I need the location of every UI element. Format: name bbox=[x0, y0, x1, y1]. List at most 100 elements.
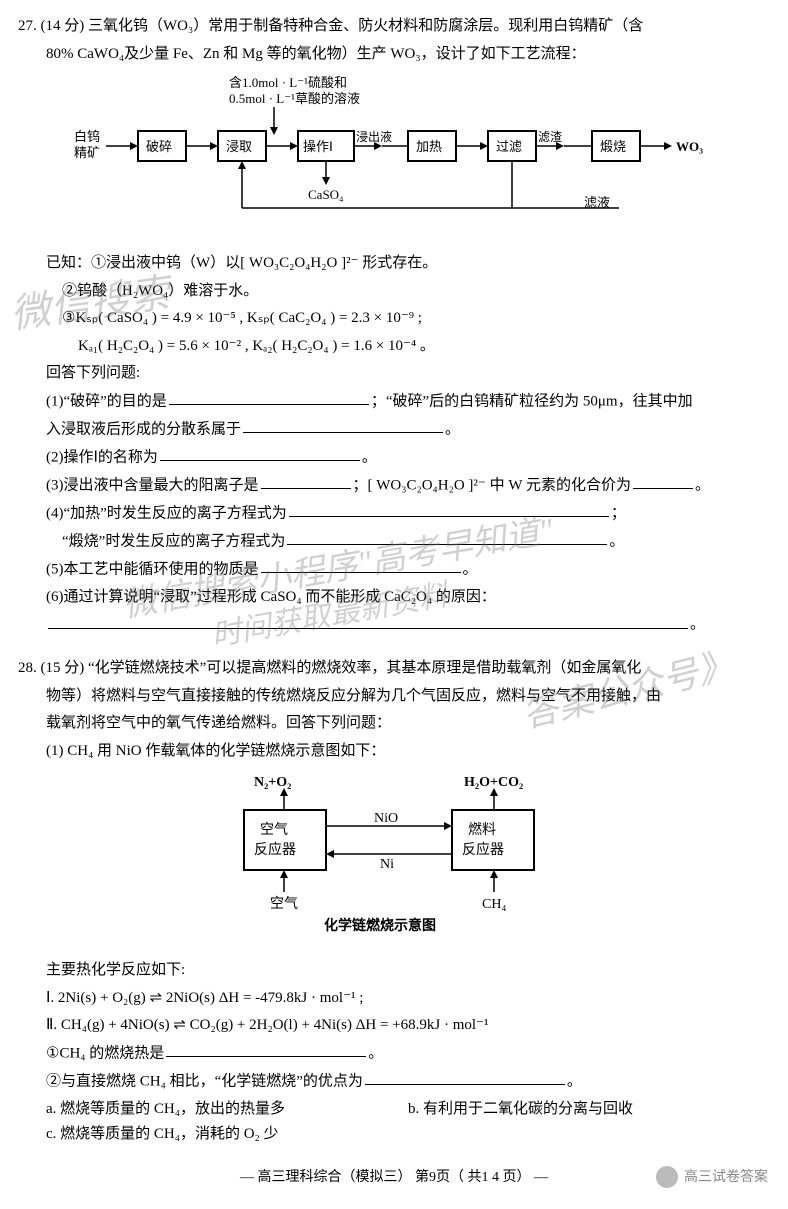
q27-p6-blank: 。 bbox=[18, 612, 770, 638]
q27-known-block: 已知：①浸出液中钨（W）以[ WO₃C₂O₄H₂O ]²⁻ 形式存在。 bbox=[18, 251, 770, 277]
flow-node-2: 浸取 bbox=[226, 139, 252, 154]
q28-sub2a: ②与直接燃烧 CH₄ 相比，“化学链燃烧”的优点为 bbox=[46, 1073, 363, 1089]
q27-p3: (3)浸出液中含量最大的阳离子是 ；[ WO₃C₂O₄H₂O ]²⁻ 中 W 元素… bbox=[18, 473, 770, 499]
q27-p4a: (4)“加热”时发生反应的离子方程式为 bbox=[46, 505, 287, 521]
q28-opt-b: b. 有利用于二氧化碳的分离与回收 bbox=[408, 1097, 770, 1123]
q27-p1c: 入浸取液后形成的分散系属于 bbox=[46, 421, 241, 437]
blank bbox=[289, 501, 609, 518]
q28-opt-a: a. 燃烧等质量的 CH₄，放出的热量多 bbox=[46, 1097, 408, 1123]
flow-below-0: CaSO₄ bbox=[308, 187, 344, 202]
f2-right-bot: CH₄ bbox=[482, 897, 506, 912]
blank bbox=[243, 417, 443, 434]
q27-intro2: 80% CaWO₄及少量 Fe、Zn 和 Mg 等的氧化物）生产 WO₃，设计了… bbox=[18, 42, 770, 68]
q27-p2: (2)操作Ⅰ的名称为 。 bbox=[18, 445, 770, 471]
q28-therm-head: 主要热化学反应如下: bbox=[18, 958, 770, 984]
q27-known3: ③Kₛₚ( CaSO₄ ) = 4.9 × 10⁻⁵ , Kₛₚ( CaC₂O₄… bbox=[18, 306, 770, 332]
q28-sub2: ②与直接燃烧 CH₄ 相比，“化学链燃烧”的优点为 。 bbox=[18, 1069, 770, 1095]
f2-left-box2: 反应器 bbox=[254, 841, 296, 858]
q27-p1a: (1)“破碎”的目的是 bbox=[46, 393, 167, 409]
f2-top-arrow: NiO bbox=[374, 811, 398, 826]
q28-flowchart: N₂+O₂ H₂O+CO₂ 空气 反应器 燃料 反应器 NiO Ni 空气 CH… bbox=[18, 770, 770, 950]
flow-label-jcy: 浸出液 bbox=[356, 129, 392, 144]
q27-p1b: ；“破碎”后的白钨精矿粒径约为 50μm，往其中加 bbox=[371, 393, 693, 409]
f2-left-box1: 空气 bbox=[260, 822, 288, 838]
blank bbox=[633, 473, 693, 490]
blank bbox=[160, 445, 360, 462]
q27-p5b: 。 bbox=[463, 561, 478, 577]
flow-node-0b: 精矿 bbox=[74, 145, 100, 160]
blank bbox=[48, 612, 688, 629]
flow-node-1: 破碎 bbox=[146, 139, 172, 154]
f2-right-top: H₂O+CO₂ bbox=[464, 775, 523, 790]
blank bbox=[166, 1041, 366, 1058]
q27-p5: (5)本工艺中能循环使用的物质是 。 bbox=[18, 557, 770, 583]
flow-node-6: 过滤 bbox=[496, 139, 522, 154]
q28-sub1a: ①CH₄ 的燃烧热是 bbox=[46, 1045, 164, 1061]
question-28: 28. (15 分) “化学链燃烧技术”可以提高燃料的燃烧效率，其基本原理是借助… bbox=[18, 656, 770, 1148]
q27-line1: 27. (14 分) 三氧化钨（WO₃）常用于制备特种合金、防火材料和防腐涂层。… bbox=[18, 14, 770, 40]
q27-known4: Kₐ₁( H₂C₂O₄ ) = 5.6 × 10⁻² , Kₐ₂( H₂C₂O₄… bbox=[18, 334, 770, 360]
blank bbox=[365, 1069, 565, 1086]
logo-text: 高三试卷答案 bbox=[684, 1166, 768, 1190]
q27-p4c: “煅烧”时发生反应的离子方程式为 bbox=[62, 533, 285, 549]
q27-ans-head: 回答下列问题: bbox=[18, 361, 770, 387]
q27-intro1: 三氧化钨（WO₃）常用于制备特种合金、防火材料和防腐涂层。现利用白钨精矿（含 bbox=[88, 18, 643, 34]
q27-p4b: ； bbox=[611, 505, 626, 521]
blank bbox=[287, 529, 607, 546]
q27-known1: ①浸出液中钨（W）以[ WO₃C₂O₄H₂O ]²⁻ 形式存在。 bbox=[91, 255, 437, 271]
f2-left-bot: 空气 bbox=[270, 896, 298, 912]
q27-points: (14 分) bbox=[41, 18, 85, 34]
q27-known2: ②钨酸（H₂WO₄）难溶于水。 bbox=[18, 279, 770, 305]
q27-p1-line1: (1)“破碎”的目的是 ；“破碎”后的白钨精矿粒径约为 50μm，往其中加 bbox=[18, 389, 770, 415]
q27-p2b: 。 bbox=[362, 449, 377, 465]
flow-node-5: 加热 bbox=[416, 139, 442, 154]
q28-line1: 28. (15 分) “化学链燃烧技术”可以提高燃料的燃烧效率，其基本原理是借助… bbox=[18, 656, 770, 682]
flow-node-0a: 白钨 bbox=[74, 129, 100, 144]
logo-icon bbox=[656, 1166, 678, 1188]
blank bbox=[261, 557, 461, 574]
q27-p1d: 。 bbox=[445, 421, 460, 437]
q28-sub1: ①CH₄ 的燃烧热是 。 bbox=[18, 1041, 770, 1067]
q27-p1-line2: 入浸取液后形成的分散系属于 。 bbox=[18, 417, 770, 443]
brand-logo: 高三试卷答案 bbox=[656, 1166, 768, 1190]
f2-caption: 化学链燃烧示意图 bbox=[324, 917, 436, 934]
f2-right-box1: 燃料 bbox=[468, 821, 496, 838]
q28-sub1b: 。 bbox=[368, 1045, 383, 1061]
q27-p6b: 。 bbox=[690, 617, 705, 633]
q27-number: 27. bbox=[18, 18, 37, 34]
flow-node-3: 操作Ⅰ bbox=[303, 139, 333, 154]
flow-label-lz: 滤渣 bbox=[538, 130, 562, 144]
flow-node-8: 煅烧 bbox=[600, 139, 626, 154]
blank bbox=[169, 389, 369, 406]
q27-p6a: (6)通过计算说明“浸取”过程形成 CaSO₄ 而不能形成 CaC₂O₄ 的原因… bbox=[46, 589, 496, 605]
flow-top1: 含1.0mol · L⁻¹硫酸和 bbox=[229, 75, 347, 90]
q27-flowchart: 含1.0mol · L⁻¹硫酸和 0.5mol · L⁻¹草酸的溶液 白钨 精矿… bbox=[18, 73, 770, 243]
f2-left-top: N₂+O₂ bbox=[254, 775, 291, 790]
q28-number: 28. bbox=[18, 660, 37, 676]
q27-p6: (6)通过计算说明“浸取”过程形成 CaSO₄ 而不能形成 CaC₂O₄ 的原因… bbox=[18, 585, 770, 611]
q27-p2a: (2)操作Ⅰ的名称为 bbox=[46, 449, 158, 465]
q28-eqI: Ⅰ. 2Ni(s) + O₂(g) ⇌ 2NiO(s) ΔH = -479.8k… bbox=[18, 986, 770, 1012]
blank bbox=[261, 473, 351, 490]
q28-intro3: 载氧剂将空气中的氧气传递给燃料。回答下列问题： bbox=[18, 711, 770, 737]
question-27: 27. (14 分) 三氧化钨（WO₃）常用于制备特种合金、防火材料和防腐涂层。… bbox=[18, 14, 770, 638]
q28-intro2: 物等）将燃料与空气直接接触的传统燃烧反应分解为几个气固反应，燃料与空气不用接触，… bbox=[18, 684, 770, 710]
q27-known-head: 已知： bbox=[46, 255, 91, 271]
q27-p3a: (3)浸出液中含量最大的阳离子是 bbox=[46, 477, 259, 493]
q28-opt-c: c. 燃烧等质量的 CH₄，消耗的 O₂ 少 bbox=[46, 1122, 408, 1148]
q28-intro1: “化学链燃烧技术”可以提高燃料的燃烧效率，其基本原理是借助载氧剂（如金属氧化 bbox=[88, 660, 641, 676]
q27-p4-line2: “煅烧”时发生反应的离子方程式为 。 bbox=[18, 529, 770, 555]
f2-right-box2: 反应器 bbox=[462, 841, 504, 858]
q28-options: a. 燃烧等质量的 CH₄，放出的热量多 b. 有利用于二氧化碳的分离与回收 c… bbox=[18, 1097, 770, 1148]
q28-p1: (1) CH₄ 用 NiO 作载氧体的化学链燃烧示意图如下： bbox=[18, 739, 770, 765]
flow-top2: 0.5mol · L⁻¹草酸的溶液 bbox=[229, 91, 360, 106]
flow-node-9: WO₃ bbox=[676, 139, 703, 154]
q28-sub2b: 。 bbox=[567, 1073, 582, 1089]
q28-eqII: Ⅱ. CH₄(g) + 4NiO(s) ⇌ CO₂(g) + 2H₂O(l) +… bbox=[18, 1013, 770, 1039]
q27-p4d: 。 bbox=[609, 533, 624, 549]
q27-p5a: (5)本工艺中能循环使用的物质是 bbox=[46, 561, 259, 577]
q28-points: (15 分) bbox=[41, 660, 85, 676]
q27-p3b: ；[ WO₃C₂O₄H₂O ]²⁻ 中 W 元素的化合价为 bbox=[353, 477, 631, 493]
q27-p4-line1: (4)“加热”时发生反应的离子方程式为 ； bbox=[18, 501, 770, 527]
f2-bot-arrow: Ni bbox=[380, 857, 394, 872]
